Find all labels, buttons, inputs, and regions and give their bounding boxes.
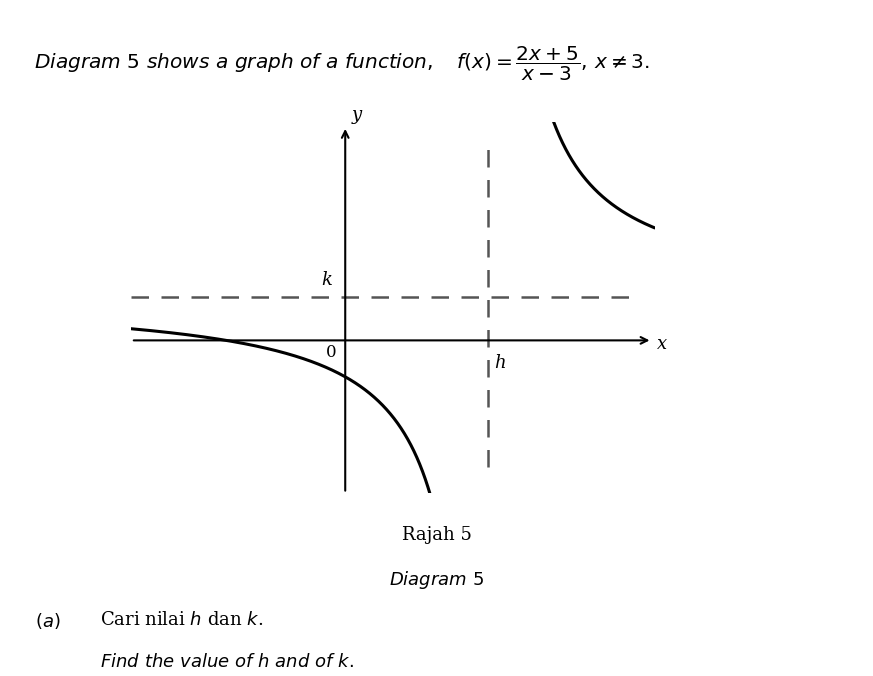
Text: x: x: [657, 335, 667, 353]
Text: y: y: [352, 106, 362, 124]
Text: $\mathit{(a)}$: $\mathit{(a)}$: [35, 611, 60, 631]
Text: $\mathit{Diagram\ 5\ shows\ a\ graph\ of\ a\ function,}$$\quad f(x) = \dfrac{2x+: $\mathit{Diagram\ 5\ shows\ a\ graph\ of…: [34, 45, 650, 83]
Text: h: h: [494, 354, 505, 372]
Text: k: k: [321, 271, 332, 289]
Text: $\mathit{Diagram\ 5}$: $\mathit{Diagram\ 5}$: [389, 569, 484, 591]
Text: 0: 0: [326, 344, 336, 361]
Text: Cari nilai $\mathit{h}$ dan $\mathit{k}$.: Cari nilai $\mathit{h}$ dan $\mathit{k}$…: [100, 611, 264, 629]
Text: Rajah 5: Rajah 5: [402, 527, 471, 544]
Text: $\mathit{Find\ the\ value\ of\ h\ and\ of\ k.}$: $\mathit{Find\ the\ value\ of\ h\ and\ o…: [100, 653, 354, 671]
